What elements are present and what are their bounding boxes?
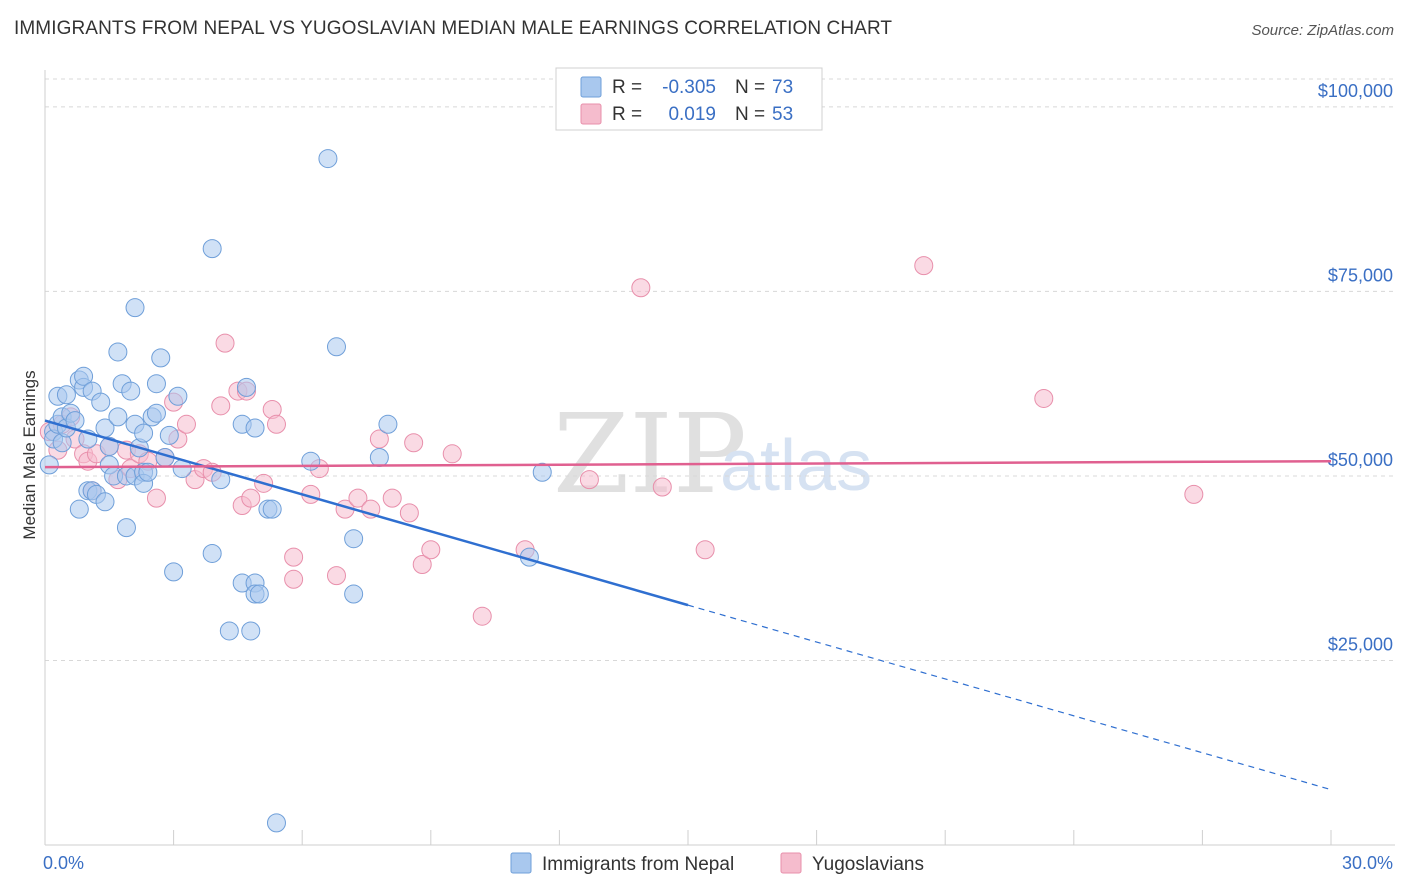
- series-nepal: [39, 149, 552, 833]
- y-tick-label: $50,000: [1328, 450, 1393, 470]
- gridlines: [45, 78, 1395, 661]
- data-point-nepal: [241, 621, 261, 641]
- trend-line-nepal-extrapolated: [687, 604, 1332, 791]
- x-tick-label-max: 30.0%: [1342, 853, 1393, 873]
- bottom-legend-label-yugo: Yugoslavians: [812, 854, 924, 875]
- legend-n-value-1: 73: [772, 77, 793, 98]
- x-axis-ticks: [44, 830, 1332, 845]
- data-point-yugoslavians: [176, 414, 196, 434]
- legend-r-label-1: R =: [612, 77, 642, 98]
- watermark-zip: ZIP: [553, 390, 747, 518]
- data-point-nepal: [344, 529, 364, 549]
- data-point-nepal: [344, 584, 364, 604]
- data-point-nepal: [301, 451, 321, 471]
- source-credit: Source: ZipAtlas.com: [1251, 22, 1394, 39]
- y-axis-label: Median Male Earnings: [20, 370, 39, 539]
- data-point-nepal: [378, 414, 398, 434]
- data-point-nepal: [369, 448, 389, 467]
- data-point-nepal: [108, 407, 128, 427]
- legend-n-label-1: N =: [735, 77, 765, 98]
- data-point-nepal: [532, 462, 552, 482]
- data-point-yugoslavians: [695, 540, 715, 560]
- data-point-nepal: [326, 337, 346, 357]
- data-point-yugoslavians: [421, 540, 441, 560]
- data-point-yugoslavians: [399, 503, 419, 523]
- data-point-nepal: [91, 392, 111, 412]
- data-point-nepal: [262, 499, 282, 519]
- data-point-yugoslavians: [1034, 388, 1054, 408]
- data-point-nepal: [121, 381, 141, 401]
- y-tick-label: $25,000: [1328, 634, 1393, 654]
- data-point-nepal: [202, 239, 222, 259]
- data-point-yugoslavians: [146, 488, 166, 508]
- legend-top: R = -0.305 N = 73 R = 0.019 N = 53: [555, 67, 823, 131]
- data-point-yugoslavians: [266, 414, 286, 434]
- data-point-yugoslavians: [348, 488, 368, 508]
- data-point-yugoslavians: [1184, 484, 1204, 504]
- data-point-yugoslavians: [652, 477, 672, 497]
- trend-line-nepal: [44, 419, 689, 607]
- data-point-nepal: [134, 423, 154, 443]
- data-point-nepal: [108, 342, 128, 362]
- data-point-yugoslavians: [211, 396, 231, 416]
- data-point-nepal: [69, 499, 89, 519]
- y-tick-label: $100,000: [1318, 81, 1393, 101]
- data-point-yugoslavians: [284, 547, 304, 567]
- data-point-nepal: [146, 374, 166, 394]
- data-point-yugoslavians: [631, 278, 651, 298]
- data-point-nepal: [159, 425, 179, 445]
- data-point-yugoslavians: [472, 606, 492, 626]
- bottom-legend-swatch-yugo: [780, 852, 802, 874]
- watermark-atlas: atlas: [720, 426, 872, 506]
- legend-n-value-2: 53: [772, 104, 793, 125]
- legend-swatch-nepal: [580, 76, 602, 98]
- data-point-nepal: [56, 385, 76, 405]
- x-tick-label-min: 0.0%: [43, 853, 84, 873]
- y-tick-label: $75,000: [1328, 265, 1393, 285]
- bottom-legend-label-nepal: Immigrants from Nepal: [542, 854, 734, 875]
- watermark: ZIP atlas: [553, 390, 872, 518]
- data-point-nepal: [146, 403, 166, 423]
- data-point-nepal: [116, 518, 136, 538]
- bottom-legend-swatch-nepal: [510, 852, 532, 874]
- data-point-nepal: [249, 584, 269, 604]
- chart-title: IMMIGRANTS FROM NEPAL VS YUGOSLAVIAN MED…: [14, 18, 893, 39]
- data-point-yugoslavians: [412, 555, 432, 575]
- data-point-nepal: [236, 377, 256, 397]
- data-point-nepal: [245, 418, 265, 438]
- legend-swatch-yugo: [580, 103, 602, 125]
- data-point-yugoslavians: [442, 444, 462, 464]
- data-point-nepal: [219, 621, 239, 641]
- y-tick-labels: $25,000 $50,000 $75,000 $100,000: [1318, 81, 1393, 655]
- data-point-yugoslavians: [914, 256, 934, 276]
- data-point-nepal: [266, 813, 286, 833]
- data-point-nepal: [151, 348, 171, 368]
- data-point-nepal: [164, 562, 184, 582]
- legend-bottom: Immigrants from Nepal Yugoslavians: [510, 852, 924, 875]
- data-point-yugoslavians: [215, 333, 235, 353]
- data-point-nepal: [168, 386, 188, 406]
- data-point-yugoslavians: [579, 470, 599, 490]
- data-point-nepal: [318, 149, 338, 169]
- data-point-yugoslavians: [326, 566, 346, 586]
- legend-n-label-2: N =: [735, 104, 765, 125]
- trend-line-yugoslavians: [44, 459, 1332, 469]
- data-point-yugoslavians: [382, 488, 402, 508]
- data-point-yugoslavians: [284, 569, 304, 589]
- data-point-nepal: [202, 543, 222, 563]
- trend-lines: [44, 419, 1332, 791]
- data-point-nepal: [95, 492, 115, 512]
- legend-r-value-2: 0.019: [668, 104, 716, 125]
- data-point-yugoslavians: [404, 433, 424, 453]
- data-point-yugoslavians: [241, 488, 261, 508]
- data-point-nepal: [125, 298, 145, 318]
- data-point-nepal: [39, 455, 59, 475]
- legend-r-label-2: R =: [612, 104, 642, 125]
- legend-r-value-1: -0.305: [662, 77, 716, 98]
- data-point-nepal: [74, 366, 94, 386]
